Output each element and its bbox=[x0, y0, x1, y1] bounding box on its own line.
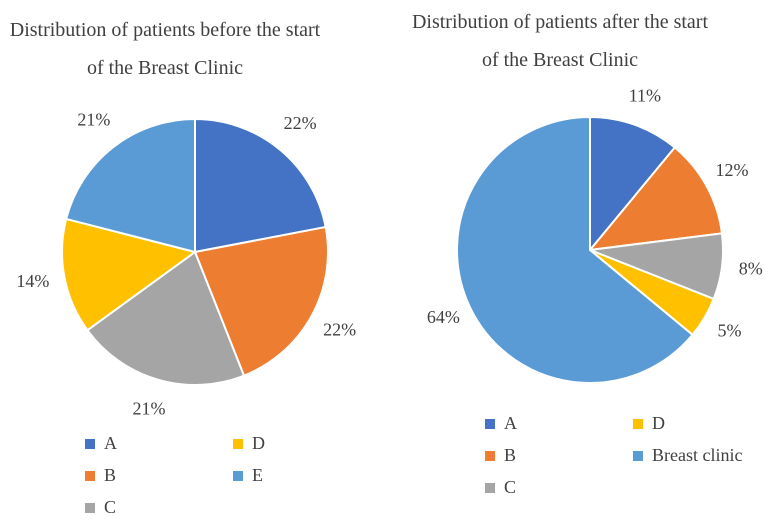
pie-slice bbox=[61, 217, 198, 332]
legend-swatch bbox=[233, 439, 243, 449]
legend-swatch bbox=[85, 471, 95, 481]
data-label: 21% bbox=[132, 399, 165, 419]
legend-swatch bbox=[85, 439, 95, 449]
data-label: 14% bbox=[16, 271, 49, 291]
pie-slice bbox=[456, 115, 694, 384]
data-label: 21% bbox=[77, 110, 110, 130]
data-label: 11% bbox=[629, 86, 661, 106]
legend-swatch bbox=[233, 471, 243, 481]
data-label: 5% bbox=[717, 321, 741, 341]
legend-label: C bbox=[104, 497, 116, 517]
pie-slice bbox=[64, 117, 196, 254]
chart-title: Distribution of patients after the start… bbox=[411, 11, 709, 71]
legend-swatch bbox=[485, 419, 495, 429]
legend-label: D bbox=[652, 413, 665, 433]
legend-label: A bbox=[104, 433, 117, 453]
data-label: 8% bbox=[739, 258, 763, 278]
legend-label: B bbox=[104, 465, 116, 485]
pie-slice bbox=[587, 146, 724, 252]
pie-slice bbox=[194, 117, 327, 254]
data-label: 12% bbox=[715, 160, 748, 180]
pie-slice bbox=[86, 250, 246, 386]
legend-label: A bbox=[504, 413, 517, 433]
legend-swatch bbox=[633, 419, 643, 429]
data-label: 64% bbox=[427, 307, 460, 327]
legend-label: E bbox=[252, 465, 263, 485]
chart-title: Distribution of patients before the star… bbox=[9, 19, 321, 79]
legend-label: C bbox=[504, 477, 516, 497]
legend-swatch bbox=[633, 451, 643, 461]
legend-swatch bbox=[85, 503, 95, 513]
legend-label: D bbox=[252, 433, 265, 453]
data-label: 22% bbox=[284, 113, 317, 133]
legend-swatch bbox=[485, 483, 495, 493]
legend-label: B bbox=[504, 445, 516, 465]
legend-swatch bbox=[485, 451, 495, 461]
legend-label: Breast clinic bbox=[652, 445, 742, 465]
pie-slice bbox=[589, 115, 677, 253]
data-label: 22% bbox=[323, 320, 356, 340]
pie-slice bbox=[193, 225, 329, 377]
